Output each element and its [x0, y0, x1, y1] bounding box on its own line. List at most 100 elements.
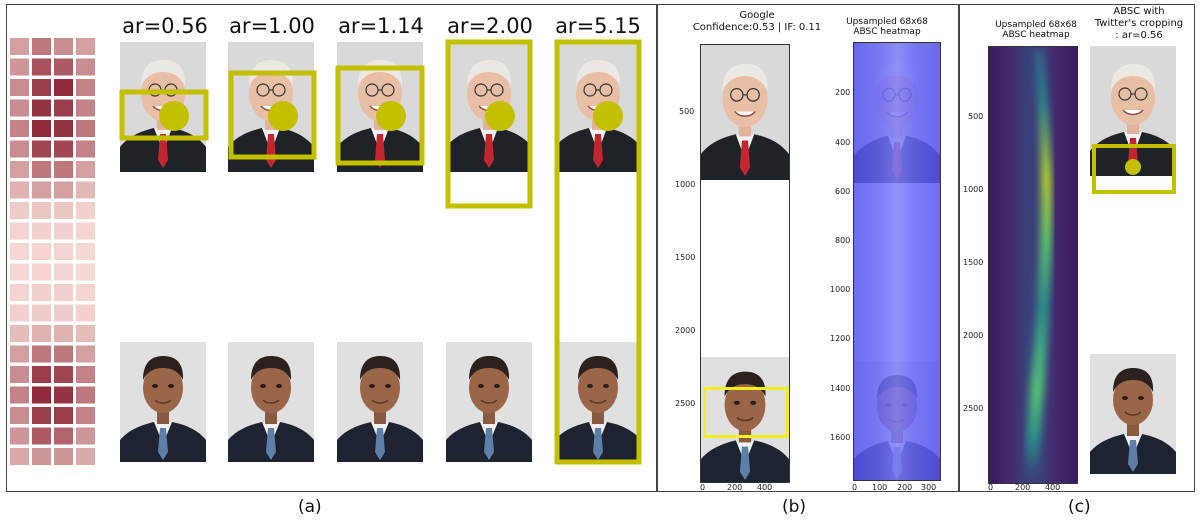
grid-cell: [54, 427, 73, 445]
crop-title-c: ABSC with Twitter's cropping : ar=0.56: [1094, 6, 1184, 41]
grid-cell: [76, 140, 95, 158]
grid-cell: [10, 140, 29, 158]
grid-cell: [76, 366, 95, 383]
ratio-label-4: ar=2.00: [447, 14, 533, 38]
grid-cell: [54, 263, 73, 281]
grid-cell: [76, 304, 95, 322]
ratio-label-1: ar=0.56: [122, 14, 208, 38]
heatmap-c: [988, 46, 1078, 484]
grid-cell: [32, 263, 51, 281]
grid-cell: [54, 181, 73, 199]
caption-a: (a): [298, 497, 322, 517]
grid-cell: [10, 202, 29, 219]
focal-dot-5: [593, 101, 623, 131]
crop-c-portrait-bottom: [1090, 354, 1176, 474]
crop-box-3: [335, 65, 425, 166]
xtick-b2-200: 200: [897, 483, 913, 492]
grid-cell: [76, 202, 95, 219]
ytick-b-2500: 2500: [675, 399, 696, 408]
crop-box-5: [554, 39, 642, 465]
heatmap-title-b: Upsampled 68x68 ABSC heatmap: [846, 17, 928, 37]
google-portrait-top: [701, 45, 789, 180]
crop-box-2: [228, 70, 317, 160]
grid-cell: [32, 407, 51, 424]
ytick-c-2500: 2500: [963, 404, 984, 413]
grid-cell: [54, 202, 73, 219]
grid-cell: [32, 345, 51, 363]
grid-cell: [76, 345, 95, 363]
grid-cell: [10, 427, 29, 445]
grid-cell: [54, 79, 73, 96]
xtick-b2-100: 100: [872, 483, 888, 492]
crop-box-1: [119, 89, 209, 141]
grid-cell: [10, 407, 29, 424]
ratio-label-5: ar=5.15: [555, 14, 641, 38]
panel-frame-c: [959, 4, 1195, 492]
grid-cell: [76, 263, 95, 281]
grid-cell: [76, 386, 95, 404]
grid-cell: [54, 140, 73, 158]
grid-cell: [76, 407, 95, 424]
xtick-c-200: 200: [1015, 483, 1031, 492]
grid-cell: [10, 58, 29, 76]
grid-cell: [54, 58, 73, 76]
grid-cell: [54, 120, 73, 137]
grid-cell: [76, 38, 95, 55]
grid-cell: [76, 58, 95, 76]
grid-cell: [10, 243, 29, 260]
ytick-c-500: 500: [968, 112, 984, 121]
grid-cell: [32, 38, 51, 55]
grid-cell: [32, 427, 51, 445]
grid-cell: [32, 161, 51, 178]
grid-cell: [76, 79, 95, 96]
grid-cell: [54, 345, 73, 363]
grid-cell: [10, 79, 29, 96]
ytick-b-1500: 1500: [675, 253, 696, 262]
ytick-b-1000: 1000: [675, 180, 696, 189]
grid-cell: [32, 366, 51, 383]
grid-cell: [10, 222, 29, 240]
grid-cell: [76, 325, 95, 342]
grid-cell: [32, 140, 51, 158]
panel-frame-a: [6, 4, 657, 492]
grid-cell: [10, 448, 29, 465]
google-title: Google Confidence:0.53 | IF: 0.11: [692, 10, 822, 33]
ytick-b-2000: 2000: [675, 326, 696, 335]
grid-cell: [54, 448, 73, 465]
ratio-label-2: ar=1.00: [229, 14, 315, 38]
grid-cell: [54, 284, 73, 301]
ratio-label-3: ar=1.14: [338, 14, 424, 38]
xtick-b2-300: 300: [921, 483, 937, 492]
crop-box-4: [445, 39, 533, 209]
grid-cell: [32, 304, 51, 322]
grid-cell: [32, 243, 51, 260]
ytick-b2-1200: 1200: [830, 334, 851, 343]
panel-c: Upsampled 68x68 ABSC heatmap ABSC with T…: [959, 4, 1195, 492]
grid-cell: [54, 38, 73, 55]
grid-cell: [54, 243, 73, 260]
grid-cell: [32, 79, 51, 96]
grid-cell: [76, 181, 95, 199]
grid-cell: [76, 99, 95, 117]
xtick-b-200: 200: [727, 483, 743, 492]
ytick-b2-1000: 1000: [830, 285, 851, 294]
grid-cell: [54, 366, 73, 383]
grid-cell: [54, 304, 73, 322]
ytick-b2-400: 400: [835, 138, 851, 147]
saliency-grid: [10, 38, 95, 465]
grid-cell: [10, 263, 29, 281]
panel-a: ar=0.56 ar=1.00 ar=1.14 ar=2.00 ar=5.15: [10, 14, 642, 465]
grid-cell: [32, 202, 51, 219]
xtick-b-0: 0: [700, 483, 706, 492]
grid-cell: [10, 161, 29, 178]
ytick-b2-800: 800: [835, 236, 851, 245]
grid-cell: [10, 304, 29, 322]
grid-cell: [32, 222, 51, 240]
google-crop-plot: [700, 44, 790, 483]
grid-cell: [54, 222, 73, 240]
grid-cell: [76, 448, 95, 465]
xtick-b2-0: 0: [852, 483, 858, 492]
caption-c: (c): [1068, 497, 1091, 517]
grid-cell: [32, 386, 51, 404]
focal-dot-3: [376, 101, 406, 131]
